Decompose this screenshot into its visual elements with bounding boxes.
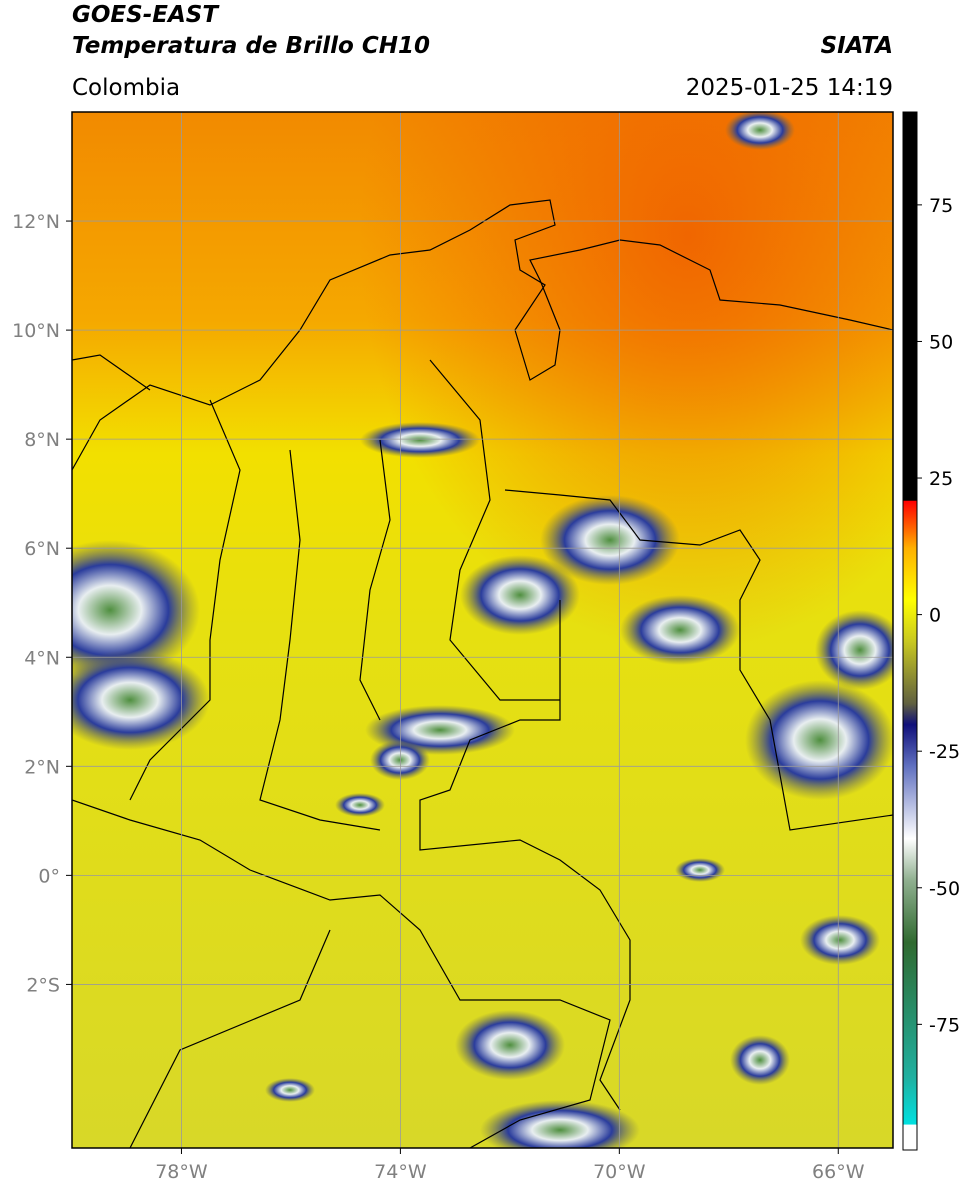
y-tick-label: 0° bbox=[38, 865, 60, 887]
colorbar-tick-label: 50 bbox=[929, 331, 953, 353]
satellite-image bbox=[72, 112, 893, 1148]
x-tick-label: 70°W bbox=[593, 1161, 646, 1183]
agency: SIATA bbox=[821, 33, 893, 59]
satellite-title: GOES-EAST bbox=[72, 2, 220, 28]
region: Colombia bbox=[72, 75, 180, 101]
y-tick-label: 12°N bbox=[12, 211, 60, 233]
x-tick-label: 66°W bbox=[812, 1161, 865, 1183]
colorbar-tick-label: -50 bbox=[929, 878, 960, 900]
map-frame bbox=[71, 111, 894, 1149]
ticks: 78°W 74°W 70°W 66°W 12°N 10°N 8°N 6°N 4°N 2°N 0° 2°… bbox=[12, 195, 960, 1183]
colorbar-tick-label: -25 bbox=[929, 741, 960, 763]
warm-area bbox=[72, 112, 893, 1148]
colorbar-tick-label: 75 bbox=[929, 195, 953, 217]
product-title: Temperatura de Brillo CH10 bbox=[72, 33, 430, 59]
clouds bbox=[72, 112, 893, 1148]
y-tick-label: 2°N bbox=[24, 756, 60, 778]
colorbar-tick-label: 25 bbox=[929, 468, 953, 490]
gridlines bbox=[72, 112, 893, 1148]
coastlines-borders bbox=[72, 199, 893, 1148]
y-tick-label: 6°N bbox=[24, 538, 60, 560]
x-tick-label: 74°W bbox=[374, 1161, 427, 1183]
y-tick-label: 10°N bbox=[12, 320, 60, 342]
colorbar-tick-label: 0 bbox=[929, 605, 941, 627]
y-tick-label: 2°S bbox=[26, 974, 60, 996]
timestamp: 2025-01-25 14:19 bbox=[686, 75, 893, 101]
colorbar bbox=[902, 111, 918, 1151]
y-tick-label: 4°N bbox=[24, 647, 60, 669]
y-tick-label: 8°N bbox=[24, 429, 60, 451]
colorbar-tick-label: -75 bbox=[929, 1014, 960, 1036]
x-tick-label: 78°W bbox=[155, 1161, 208, 1183]
